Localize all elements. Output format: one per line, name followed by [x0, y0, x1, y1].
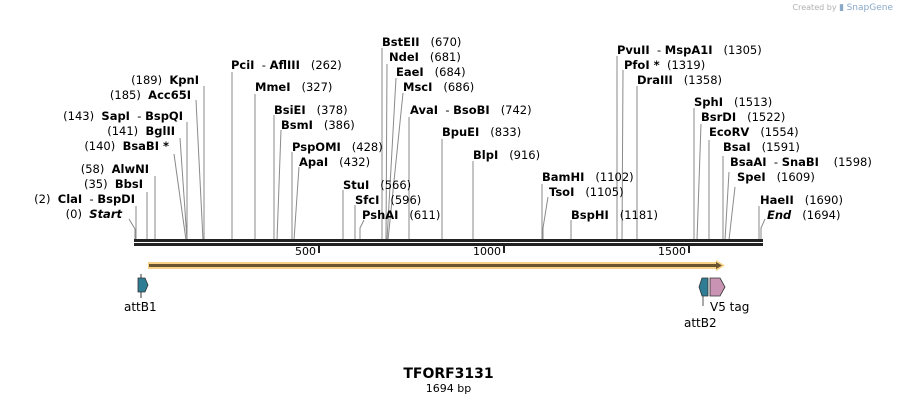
site-label-start[interactable]: (0) Start: [65, 207, 122, 221]
cut-line-eaei: [386, 77, 397, 241]
ruler-tick-1000: [503, 246, 505, 253]
cut-line-spei: [728, 186, 736, 241]
site-label-bsmi[interactable]: BsmI (386): [281, 118, 355, 132]
sequence-name: TFORF3131: [403, 366, 494, 382]
backbone-bottom-strand: [134, 243, 763, 246]
site-label-bbsi[interactable]: (35) BbsI: [83, 177, 143, 191]
site-label-bpuei[interactable]: BpuEI (833): [442, 125, 522, 139]
site-label-apai[interactable]: ApaI (432): [299, 155, 371, 169]
site-label-acc65i[interactable]: (185) Acc65I: [109, 88, 191, 102]
cut-line-start: [128, 218, 136, 240]
attb1-feature-icon: [137, 274, 149, 298]
ruler-label-500: 500: [295, 245, 316, 258]
site-label-ndei[interactable]: NdeI (681): [389, 50, 461, 64]
site-label-bsteii[interactable]: BstEII (670): [382, 35, 462, 49]
sequence-length: 1694 bp: [425, 382, 472, 395]
site-label-pshai[interactable]: PshAI (611): [362, 208, 441, 222]
site-label-avai[interactable]: AvaI - BsoBI (742): [410, 103, 532, 117]
ruler-tick-1500: [688, 246, 690, 253]
feature-label-v5-tag[interactable]: V5 tag: [710, 300, 750, 314]
orf-arrow-icon: [148, 260, 725, 271]
cut-line-pfoi: [621, 69, 624, 241]
snapgene-logo-icon: ▮: [839, 3, 845, 13]
site-label-kpni[interactable]: (189) KpnI: [131, 73, 199, 87]
cut-line-ndei: [385, 63, 388, 241]
site-label-bsrdi[interactable]: BsrDI (1522): [701, 110, 786, 124]
cut-line-msci: [387, 92, 404, 241]
site-label-bglii[interactable]: (141) BglII: [107, 124, 175, 138]
site-label-msci[interactable]: MscI (686): [403, 80, 475, 94]
site-label-blpi[interactable]: BlpI (916): [473, 148, 541, 162]
feature-label-attb1[interactable]: attB1: [124, 300, 157, 314]
cut-line-bsabi: [173, 153, 187, 241]
site-label-draiii[interactable]: DraIII (1358): [637, 73, 723, 87]
cut-line-bsaai: [724, 171, 730, 241]
site-label-eaei[interactable]: EaeI (684): [396, 65, 466, 79]
site-label-tsoi[interactable]: TsoI (1105): [549, 185, 624, 199]
cut-line-pshai: [359, 219, 365, 240]
ruler-tick-500: [318, 246, 320, 253]
cut-line-bglii: [179, 137, 188, 241]
site-label-bsiei[interactable]: BsiEI (378): [274, 103, 348, 117]
v5-tag-feature-icon: [709, 277, 726, 297]
cut-line-end: [760, 218, 766, 240]
feature-label-attb2[interactable]: attB2: [684, 316, 717, 330]
cut-line-apai: [293, 166, 300, 241]
site-label-haeii[interactable]: HaeII (1690): [760, 193, 843, 207]
site-label-pvuii[interactable]: PvuII - MspA1I (1305): [617, 43, 762, 57]
site-label-mmei[interactable]: MmeI (327): [255, 80, 333, 94]
site-label-clai[interactable]: (2) ClaI - BspDI: [34, 192, 135, 206]
site-label-alwni[interactable]: (58) AlwNI: [80, 162, 149, 176]
site-label-pspomi[interactable]: PspOMI (428): [292, 140, 383, 154]
cut-line-acc65i: [195, 99, 204, 241]
site-label-bsabi[interactable]: (140) BsaBI *: [84, 139, 169, 153]
cut-line-tsoi: [542, 196, 549, 240]
cut-site-lines: [128, 48, 766, 241]
site-label-bsai[interactable]: BsaI (1591): [723, 140, 800, 154]
site-label-sfci[interactable]: SfcI (596): [355, 193, 422, 207]
ruler-label-1500: 1500: [658, 245, 686, 258]
site-label-bsaai[interactable]: BsaAI - SnaBI (1598): [730, 155, 872, 169]
site-label-spei[interactable]: SpeI (1609): [737, 170, 815, 184]
attb2-feature-icon: [698, 277, 709, 306]
site-label-stui[interactable]: StuI (566): [343, 178, 412, 192]
site-label-pcii[interactable]: PciI - AflIII (262): [231, 58, 342, 72]
site-label-end[interactable]: End (1694): [767, 208, 841, 222]
cut-line-bsmi: [276, 129, 282, 241]
cut-line-bsrdi: [696, 123, 702, 241]
site-label-sapi[interactable]: (143) SapI - BspQI: [63, 109, 183, 123]
snapgene-credit: Created by ▮ SnapGene: [792, 3, 893, 13]
site-label-pfoi[interactable]: PfoI * (1319): [624, 58, 706, 72]
site-label-sphi[interactable]: SphI (1513): [694, 95, 773, 109]
site-label-bamhi[interactable]: BamHI (1102): [542, 170, 634, 184]
backbone-top-strand: [134, 239, 763, 242]
site-label-bsphi[interactable]: BspHI (1181): [571, 208, 658, 222]
ruler-label-1000: 1000: [473, 245, 501, 258]
site-label-ecorv[interactable]: EcoRV (1554): [709, 125, 799, 139]
